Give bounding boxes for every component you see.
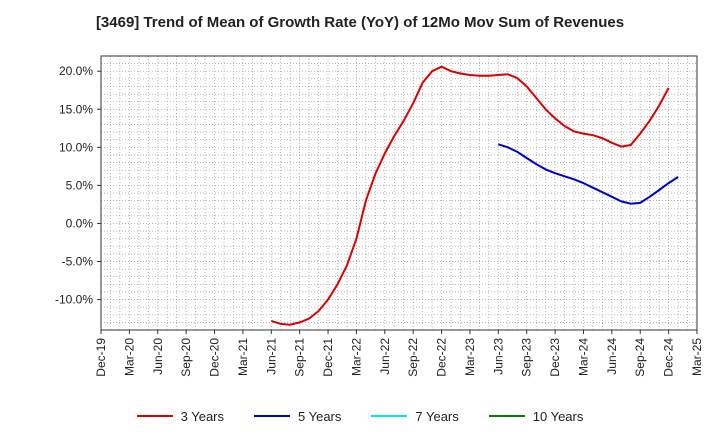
legend-label: 5 Years bbox=[298, 408, 342, 424]
x-tick-label: Mar-20 bbox=[122, 338, 136, 376]
chart-title: [3469] Trend of Mean of Growth Rate (YoY… bbox=[95, 14, 625, 31]
y-tick-label: -10.0% bbox=[55, 293, 93, 307]
x-tick-label: Jun-20 bbox=[151, 338, 165, 375]
x-tick-label: Sep-22 bbox=[406, 338, 420, 377]
x-tick-label: Jun-23 bbox=[491, 338, 505, 375]
x-tick-label: Dec-22 bbox=[435, 338, 449, 377]
legend-swatch bbox=[136, 415, 173, 417]
x-tick-label: Sep-24 bbox=[633, 338, 647, 377]
x-tick-label: Jun-24 bbox=[605, 338, 619, 375]
legend: 3 Years 5 Years 7 Years 10 Years bbox=[0, 406, 720, 426]
x-tick-label: Mar-23 bbox=[463, 338, 477, 376]
legend-swatch bbox=[254, 415, 290, 417]
y-tick-label: 20.0% bbox=[59, 64, 93, 78]
series-line-5-years bbox=[497, 143, 679, 205]
y-tick-label: 15.0% bbox=[59, 102, 93, 116]
y-tick-label: 0.0% bbox=[66, 216, 94, 230]
legend-label: 7 Years bbox=[415, 408, 459, 424]
x-tick-label: Sep-23 bbox=[520, 338, 534, 377]
x-tick-label: Mar-21 bbox=[236, 338, 250, 376]
x-tick-label: Mar-25 bbox=[690, 338, 704, 376]
y-tick-label: -5.0% bbox=[62, 255, 94, 269]
x-tick-label: Mar-24 bbox=[577, 338, 591, 376]
series-line-3-years bbox=[270, 65, 670, 326]
x-tick-label: Jun-22 bbox=[378, 338, 392, 375]
y-tick-label: 10.0% bbox=[59, 140, 93, 154]
legend-item-3-years: 3 Years bbox=[136, 406, 224, 426]
x-tick-label: Dec-20 bbox=[208, 338, 222, 377]
legend-label: 10 Years bbox=[532, 408, 584, 424]
x-tick-label: Dec-23 bbox=[548, 338, 562, 377]
legend-label: 3 Years bbox=[180, 408, 224, 424]
x-tick-label: Sep-20 bbox=[179, 338, 193, 377]
legend-swatch bbox=[371, 415, 408, 417]
plot-frame bbox=[100, 55, 698, 331]
x-tick-label: Dec-19 bbox=[94, 338, 108, 377]
x-tick-label: Dec-24 bbox=[662, 338, 676, 377]
x-tick-label: Dec-21 bbox=[321, 338, 335, 377]
legend-swatch bbox=[488, 415, 525, 417]
legend-item-7-years: 7 Years bbox=[371, 406, 459, 426]
x-tick-label: Mar-22 bbox=[349, 338, 363, 376]
x-tick-label: Jun-21 bbox=[264, 338, 278, 375]
x-tick-label: Sep-21 bbox=[293, 338, 307, 377]
legend-item-5-years: 5 Years bbox=[254, 406, 341, 426]
legend-item-10-years: 10 Years bbox=[488, 406, 584, 426]
y-tick-label: 5.0% bbox=[66, 178, 94, 192]
